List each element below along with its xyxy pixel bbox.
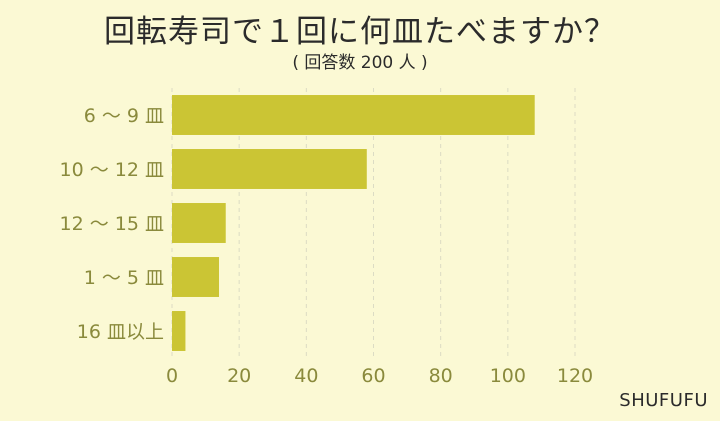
x-tick-label-20: 20	[227, 365, 251, 387]
category-label-3: 12 ～ 15 皿	[60, 213, 164, 235]
bar-2	[172, 149, 367, 189]
category-label-2: 10 ～ 12 皿	[60, 159, 164, 181]
x-tick-label-60: 60	[361, 365, 385, 387]
category-label-1: 6 ～ 9 皿	[84, 105, 164, 127]
x-tick-label-120: 120	[557, 365, 593, 387]
bar-3	[172, 203, 226, 243]
chart-subtitle: ( 回答数 200 人 )	[292, 53, 428, 73]
x-tick-label-100: 100	[490, 365, 526, 387]
x-tick-label-40: 40	[294, 365, 318, 387]
category-label-4: 1 ～ 5 皿	[84, 267, 164, 289]
brand-watermark: SHUFUFU	[619, 390, 708, 411]
x-tick-label-80: 80	[429, 365, 453, 387]
category-label-5: 16 皿以上	[77, 321, 164, 343]
bar-1	[172, 95, 535, 135]
chart-title: 回転寿司で１回に何皿たべますか？	[104, 14, 616, 50]
x-tick-label-0: 0	[166, 365, 178, 387]
bar-4	[172, 257, 220, 297]
bar-5	[172, 311, 186, 351]
